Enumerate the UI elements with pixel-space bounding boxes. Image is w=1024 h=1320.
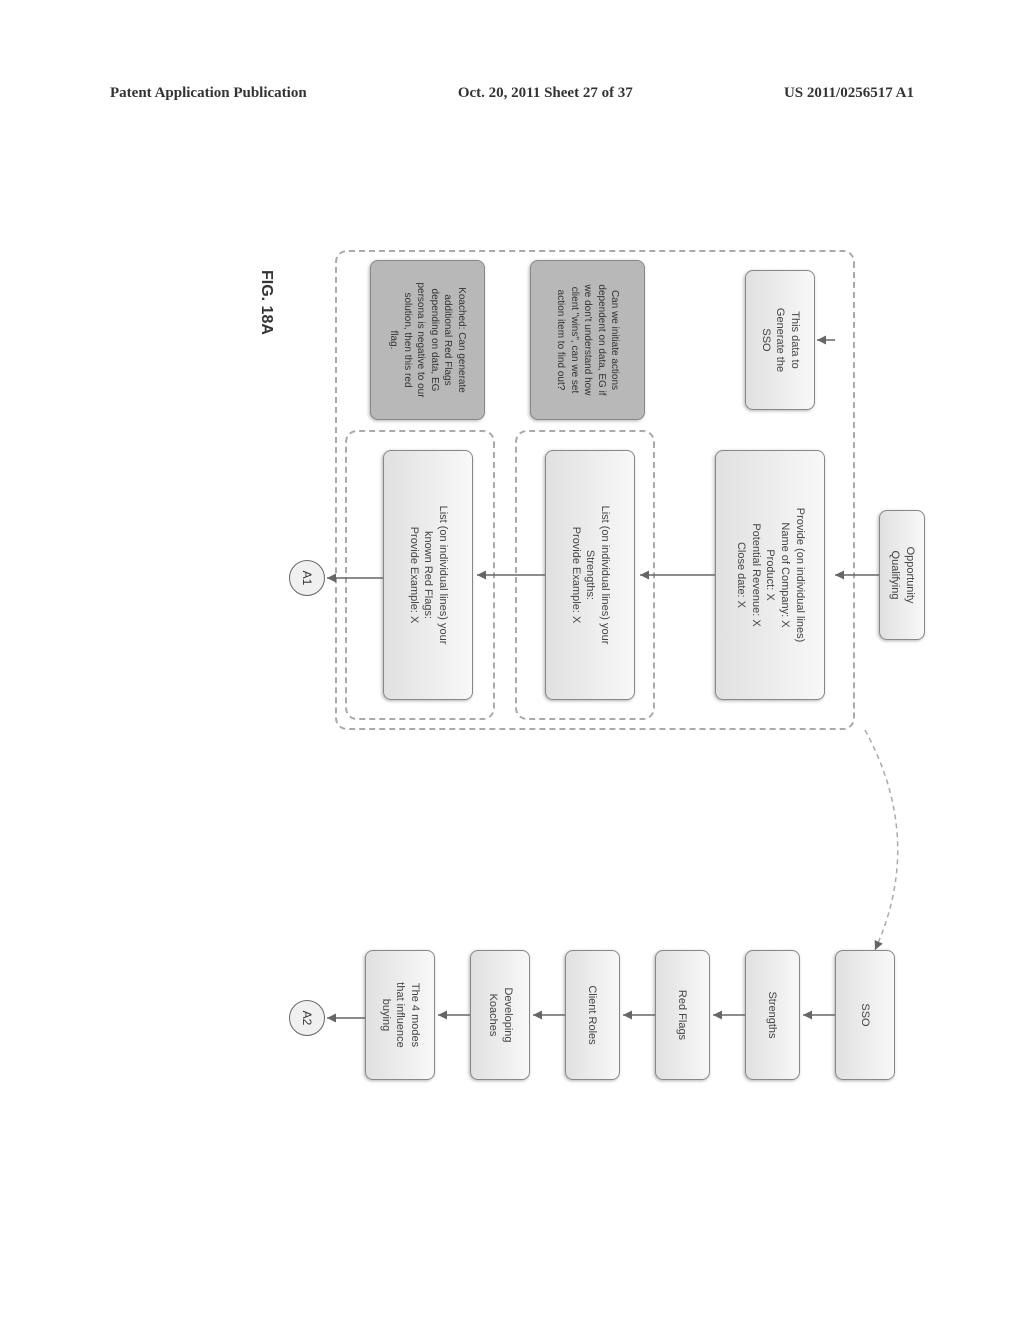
box-right-strengths: Strengths — [745, 950, 800, 1080]
box-mid-redflags: List (on individual lines) your known Re… — [383, 450, 473, 700]
box-modes: The 4 modes that influence buying — [365, 950, 435, 1080]
connector-a2: A2 — [289, 1000, 325, 1036]
box-generate-sso: This data to Generate the SSO — [745, 270, 815, 410]
text-sso: SSO — [859, 1003, 871, 1026]
text-right-strengths: Strengths — [767, 991, 779, 1038]
text-actions-note: Can we initiate actions dependent on dat… — [554, 284, 622, 395]
box-mid-strengths: List (on individual lines) your Strength… — [545, 450, 635, 700]
text-mid-strengths: List (on individual lines) your Strength… — [568, 506, 613, 645]
box-koached-note: Koached: Can generate additional Red Fla… — [370, 260, 485, 420]
header-center: Oct. 20, 2011 Sheet 27 of 37 — [458, 85, 633, 102]
flowchart: Opportunity Qualifying This data to Gene… — [205, 230, 965, 1130]
box-provide: Provide (on individual lines) Name of Co… — [715, 450, 825, 700]
box-developing: Developing Koaches — [470, 950, 530, 1080]
text-opportunity: Opportunity Qualifying — [887, 547, 917, 604]
figure-label: FIG. 18A — [257, 270, 275, 335]
text-developing: Developing Koaches — [485, 987, 515, 1042]
box-opportunity: Opportunity Qualifying — [879, 510, 925, 640]
text-koached-note: Koached: Can generate additional Red Fla… — [387, 282, 468, 397]
header-right: US 2011/0256517 A1 — [784, 85, 914, 102]
box-right-redflags: Red Flags — [655, 950, 710, 1080]
text-figure-label: FIG. 18A — [258, 270, 275, 335]
connector-a1: A1 — [289, 560, 325, 596]
box-client-roles: Client Roles — [565, 950, 620, 1080]
text-client-roles: Client Roles — [587, 985, 599, 1044]
text-a1: A1 — [300, 571, 314, 586]
text-modes: The 4 modes that influence buying — [378, 982, 423, 1047]
box-actions-note: Can we initiate actions dependent on dat… — [530, 260, 645, 420]
text-generate-sso: This data to Generate the SSO — [758, 308, 803, 372]
page-header: Patent Application Publication Oct. 20, … — [110, 85, 914, 102]
box-sso: SSO — [835, 950, 895, 1080]
figure-area: Opportunity Qualifying This data to Gene… — [65, 230, 965, 990]
text-mid-redflags: List (on individual lines) your known Re… — [406, 506, 451, 645]
text-provide: Provide (on individual lines) Name of Co… — [733, 508, 807, 643]
header-left: Patent Application Publication — [110, 85, 307, 102]
text-right-redflags: Red Flags — [677, 990, 689, 1040]
text-a2: A2 — [300, 1011, 314, 1026]
